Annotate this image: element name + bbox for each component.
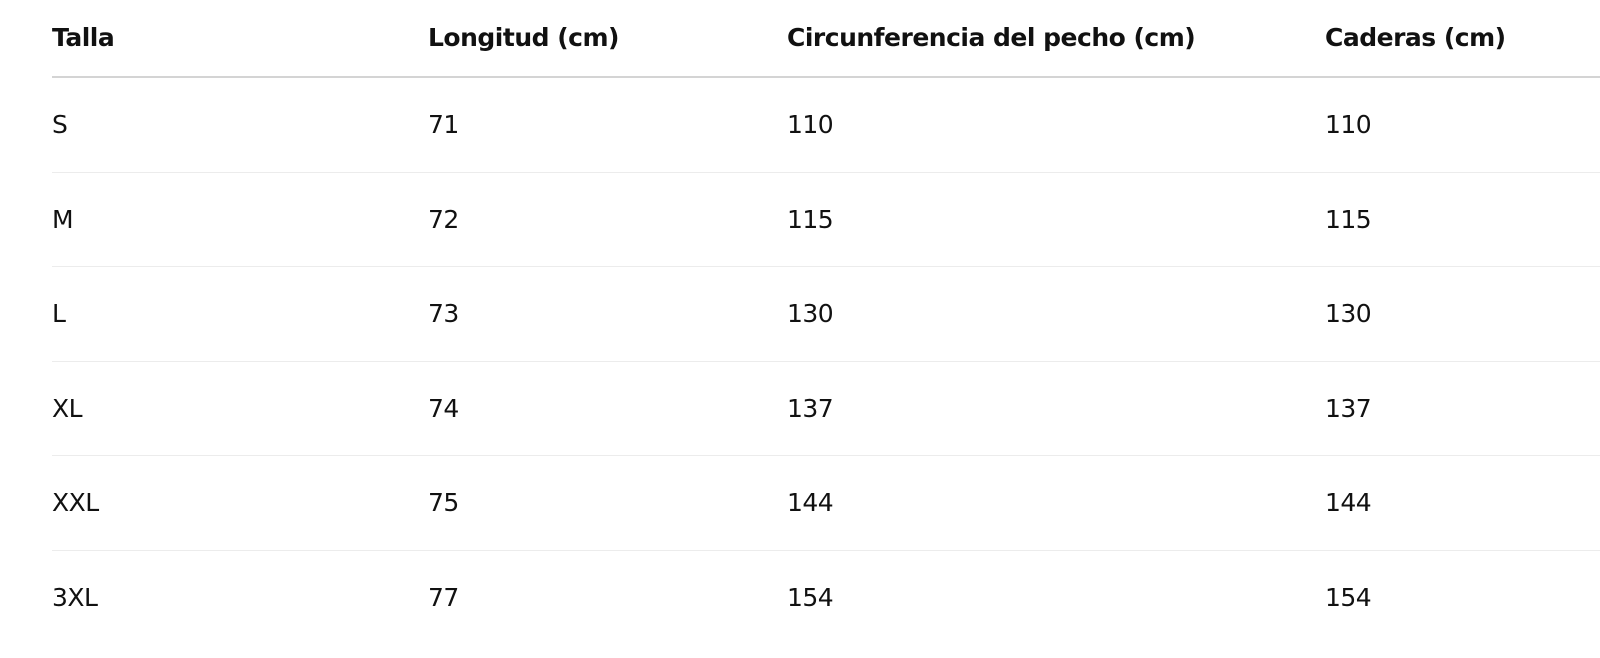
- table-row: 3XL 77 154 154: [52, 550, 1600, 644]
- cell-hips: 144: [1325, 455, 1600, 551]
- cell-chest: 130: [787, 266, 1325, 362]
- cell-size: 3XL: [52, 582, 98, 612]
- header-length: Longitud (cm): [428, 0, 787, 78]
- cell-length: 75: [428, 455, 787, 551]
- cell-chest: 144: [787, 455, 1325, 551]
- header-hips: Caderas (cm): [1325, 0, 1600, 78]
- table-row: L 73 130 130: [52, 266, 1600, 362]
- cell-length: 73: [428, 266, 787, 362]
- size-chart-table: Talla Longitud (cm) Circunferencia del p…: [52, 0, 1600, 644]
- table-row: XL 74 137 137: [52, 361, 1600, 456]
- cell-hips: 130: [1325, 266, 1600, 362]
- cell-length: 74: [428, 361, 787, 456]
- cell-length: 71: [428, 77, 787, 173]
- header-size: Talla: [52, 0, 428, 78]
- header-chest: Circunferencia del pecho (cm): [787, 0, 1325, 78]
- cell-size: L: [52, 266, 428, 362]
- cell-size: XL: [52, 361, 428, 456]
- cell-hips: 154: [1325, 582, 1372, 612]
- cell-length: 77: [428, 582, 459, 612]
- cell-hips: 115: [1325, 172, 1600, 267]
- table-header-row: Talla Longitud (cm) Circunferencia del p…: [52, 0, 1600, 78]
- cell-hips: 137: [1325, 361, 1600, 456]
- cell-hips: 110: [1325, 77, 1600, 173]
- table-row: S 71 110 110: [52, 77, 1600, 173]
- table-row: XXL 75 144 144: [52, 455, 1600, 551]
- cell-chest: 110: [787, 77, 1325, 173]
- cell-chest: 154: [787, 582, 834, 612]
- cell-chest: 137: [787, 361, 1325, 456]
- cell-size: XXL: [52, 455, 428, 551]
- cell-length: 72: [428, 172, 787, 267]
- cell-size: M: [52, 172, 428, 267]
- cell-size: S: [52, 77, 428, 173]
- cell-chest: 115: [787, 172, 1325, 267]
- table-row: M 72 115 115: [52, 172, 1600, 267]
